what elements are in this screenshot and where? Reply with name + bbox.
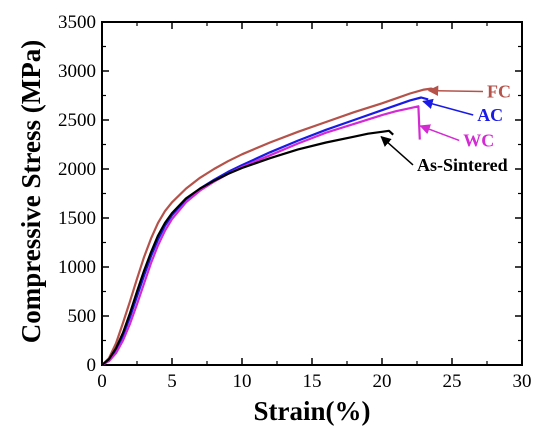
y-tick-label: 0	[87, 355, 97, 376]
curve-wc	[101, 105, 421, 366]
x-tick-label: 10	[233, 371, 252, 392]
y-tick-label: 2000	[58, 159, 96, 180]
x-tick-label: 0	[97, 371, 107, 392]
y-tick-label: 2500	[58, 110, 96, 131]
axes: 0 5 10 15 20 25 30 0 500 1000 1500 2000 2500 3000 3500	[58, 12, 532, 392]
series-labels: FC AC WC As-Sintered	[380, 81, 511, 175]
x-tick-label: 30	[513, 371, 532, 392]
y-tick-label: 1000	[58, 257, 96, 278]
y-tick-label: 1500	[58, 208, 96, 229]
curves	[101, 87, 439, 366]
arrow-fc	[427, 85, 484, 97]
plot-frame	[101, 21, 523, 366]
curve-ac	[101, 96, 429, 366]
label-as-sintered: As-Sintered	[417, 155, 508, 175]
arrow-wc	[419, 124, 460, 142]
curve-fc	[101, 87, 439, 366]
y-tick-label: 3500	[58, 12, 96, 33]
y-tick-label: 500	[68, 306, 97, 327]
label-wc: WC	[463, 130, 494, 150]
x-tick-label: 20	[373, 371, 392, 392]
x-tick-label: 25	[443, 371, 462, 392]
arrow-ac	[422, 98, 474, 116]
x-axis-title: Strain(%)	[254, 396, 371, 426]
x-tick-label: 15	[303, 371, 322, 392]
arrow-as-sintered	[380, 135, 414, 166]
label-ac: AC	[477, 105, 503, 125]
y-tick-label: 3000	[58, 61, 96, 82]
label-fc: FC	[487, 81, 511, 101]
y-axis-title: Compressive Stress (MPa)	[16, 40, 46, 343]
x-tick-label: 5	[167, 371, 177, 392]
curve-as-sintered	[101, 129, 394, 366]
